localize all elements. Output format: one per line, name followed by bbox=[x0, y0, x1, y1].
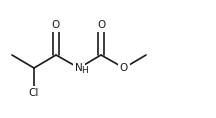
Text: N: N bbox=[75, 63, 83, 73]
Text: O: O bbox=[97, 20, 105, 30]
Text: Cl: Cl bbox=[29, 88, 39, 98]
Text: O: O bbox=[120, 63, 128, 73]
Text: O: O bbox=[52, 20, 60, 30]
Text: H: H bbox=[81, 66, 88, 75]
